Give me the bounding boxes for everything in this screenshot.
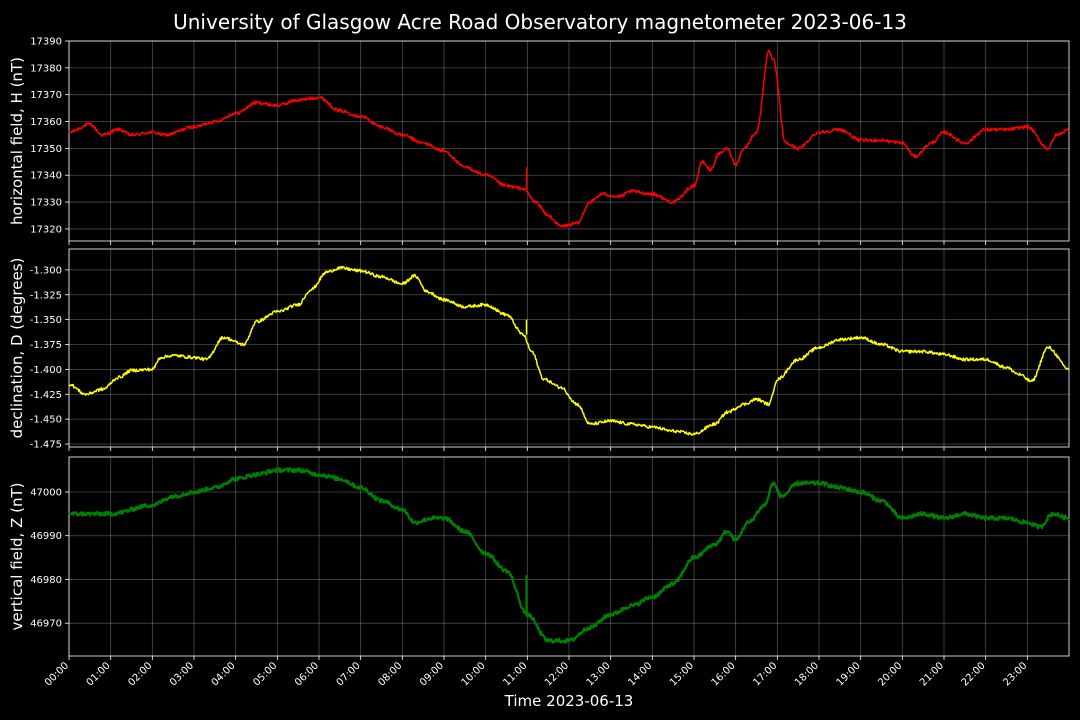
panel-3: 46970 46980 46990 47000 vertical field, Z (n… [8,456,1070,660]
y-tick-label: -1.375 [30,340,62,351]
y-tick-label: 17380 [30,63,62,74]
y-tick-label: -1.425 [30,390,62,401]
panel-frame [68,456,1070,657]
y-tick-label: -1.325 [30,290,62,301]
panel-frame [68,40,1070,242]
y-tick-label: 17330 [30,198,62,209]
y-tick-label: 46970 [30,619,62,630]
chart-panels: 17320 17330 17340 17350 17360 17370 17380 17390… [8,37,1070,660]
y-tick-label: -1.475 [30,440,62,451]
y-tick-label: -1.450 [30,415,62,426]
y-axis-label: vertical field, Z (nT) [8,482,26,630]
series-line-2 [68,265,1070,436]
panel-1: 17320 17330 17340 17350 17360 17370 17380 17390… [8,37,1070,245]
y-tick-label: -1.400 [30,365,62,376]
chart-title: University of Glasgow Acre Road Observat… [173,10,907,34]
panel-frame [68,248,1070,448]
y-axis-label: horizontal field, H (nT) [8,57,26,225]
y-tick-label: 46980 [30,575,62,586]
y-tick-label: 17370 [30,90,62,101]
y-tick-label: 46990 [30,531,62,542]
y-tick-label: 17390 [30,37,62,48]
y-tick-label: -1.350 [30,315,62,326]
y-tick-label: 17320 [30,224,62,235]
series-line-3 [68,467,1070,644]
series-line-1 [68,49,1070,228]
x-axis-label: Time 2023-06-13 [504,692,634,710]
panel-2: -1.300 -1.325 -1.350 -1.375 -1.400 -1.425 -1.4… [8,248,1070,451]
y-tick-label: -1.300 [30,265,62,276]
y-tick-label: 17340 [30,171,62,182]
y-tick-label: 17360 [30,117,62,128]
y-tick-label: 47000 [30,487,62,498]
y-tick-label: 17350 [30,144,62,155]
y-axis-label: declination, D (degrees) [8,258,26,439]
